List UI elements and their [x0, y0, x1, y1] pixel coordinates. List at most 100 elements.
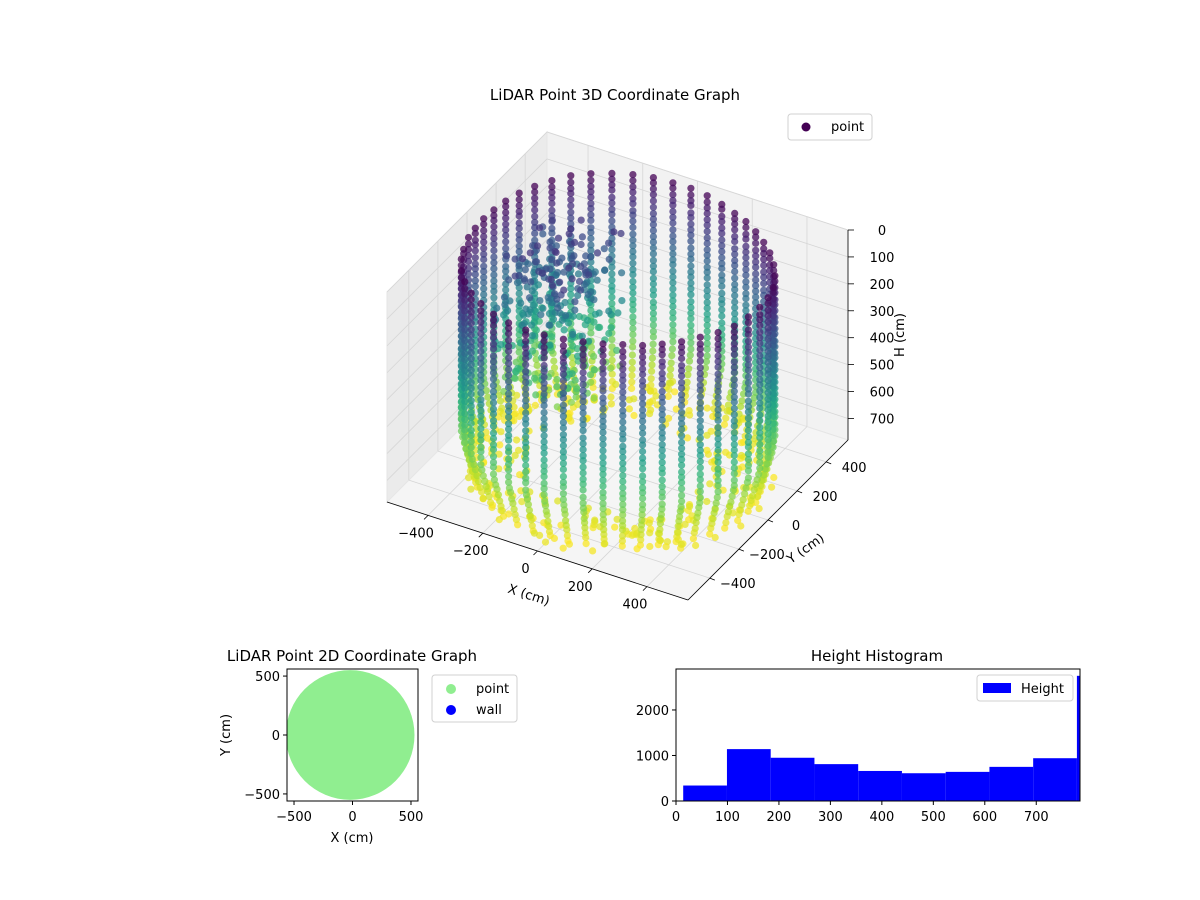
point-3d [658, 493, 666, 501]
point-3d [744, 443, 753, 451]
point-3d [629, 259, 637, 267]
point-3d [617, 229, 625, 238]
point-3d [599, 345, 607, 354]
point-3d [494, 491, 502, 499]
point-3d [579, 434, 587, 442]
point-3d [730, 363, 738, 371]
point-3d [579, 421, 587, 429]
point-3d [619, 360, 627, 368]
point-3d [619, 430, 627, 438]
point-3d [714, 376, 722, 384]
point-3d [742, 283, 750, 291]
point-3d [714, 328, 722, 337]
legend-2d-marker-point [446, 684, 456, 694]
point-3d [518, 255, 527, 263]
point-3d [467, 355, 475, 363]
point-3d [505, 371, 513, 379]
point-3d [579, 375, 587, 383]
point-3d [744, 361, 753, 369]
point-3d [589, 547, 597, 555]
point-3d [619, 453, 627, 461]
point-3d [629, 217, 637, 225]
point-3d [567, 208, 575, 216]
point-3d [649, 315, 658, 323]
histogram-bar [989, 766, 1034, 801]
point-3d [489, 393, 498, 401]
point-3d [471, 282, 479, 290]
point-3d [678, 468, 686, 476]
point-3d [730, 328, 738, 336]
point-3d [490, 211, 498, 220]
point-3d [696, 375, 704, 383]
point-3d [608, 217, 616, 225]
point-3d [687, 184, 695, 192]
point-3d [764, 395, 772, 403]
point-3d [703, 315, 711, 324]
point-3d [709, 515, 717, 523]
point-3d [744, 467, 753, 475]
point-3d [467, 384, 475, 392]
plot-histogram: Height Histogram 0 100 200 300 400 500 600 7000… [636, 647, 1081, 825]
point-3d [731, 298, 739, 306]
point-3d [544, 294, 552, 302]
point-3d [531, 182, 539, 190]
point-3d [596, 323, 604, 331]
axes-3d: −400 −200 0 200 400 −400 −200 0 200 400 0 100 200 300… [386, 224, 894, 613]
xtick-label-3d: −200 [453, 544, 489, 559]
point-3d [489, 422, 498, 430]
point-3d [687, 309, 695, 317]
point-3d [669, 332, 677, 340]
point-3d [744, 366, 753, 374]
point-3d [658, 405, 666, 413]
point-3d [515, 202, 523, 210]
point-3d [522, 355, 530, 363]
point-3d [678, 420, 686, 428]
point-3d [756, 393, 764, 401]
point-3d [490, 259, 498, 267]
point-3d [639, 382, 647, 390]
point-3d [714, 352, 722, 360]
point-3d [718, 271, 726, 279]
point-3d [587, 258, 595, 266]
point-3d [619, 353, 627, 361]
point-3d [764, 424, 772, 432]
point-3d [587, 241, 595, 249]
point-3d [540, 361, 548, 370]
point-3d [714, 363, 722, 371]
point-3d [629, 283, 637, 291]
point-3d [495, 516, 503, 524]
point-3d [731, 304, 739, 312]
point-3d [605, 329, 613, 338]
point-3d [477, 312, 485, 320]
point-3d [619, 472, 627, 480]
point-3d [557, 521, 565, 529]
point-3d [730, 476, 738, 484]
point-3d [696, 417, 704, 425]
point-3d [540, 396, 548, 404]
point-3d [569, 359, 577, 367]
point-3d [489, 345, 498, 353]
point-3d [607, 324, 615, 332]
point-3d [696, 470, 704, 478]
point-3d [554, 304, 562, 312]
point-3d [658, 411, 666, 419]
point-3d [687, 321, 695, 329]
point-3d [696, 410, 704, 418]
point-3d [669, 314, 677, 322]
point-3d [639, 494, 647, 502]
point-3d [714, 387, 722, 396]
point-3d [731, 274, 739, 282]
point-3d [649, 185, 658, 193]
point-3d [669, 179, 677, 187]
point-3d [658, 345, 666, 354]
point-3d [752, 270, 760, 278]
point-3d [649, 286, 658, 294]
point-3d [676, 513, 684, 521]
point-3d [703, 246, 711, 254]
point-3d [545, 321, 553, 329]
legend-2d-marker-wall [446, 705, 456, 715]
point-3d [724, 508, 733, 516]
point-3d [649, 250, 658, 258]
histogram-bar [814, 764, 859, 801]
point-3d [523, 283, 531, 291]
